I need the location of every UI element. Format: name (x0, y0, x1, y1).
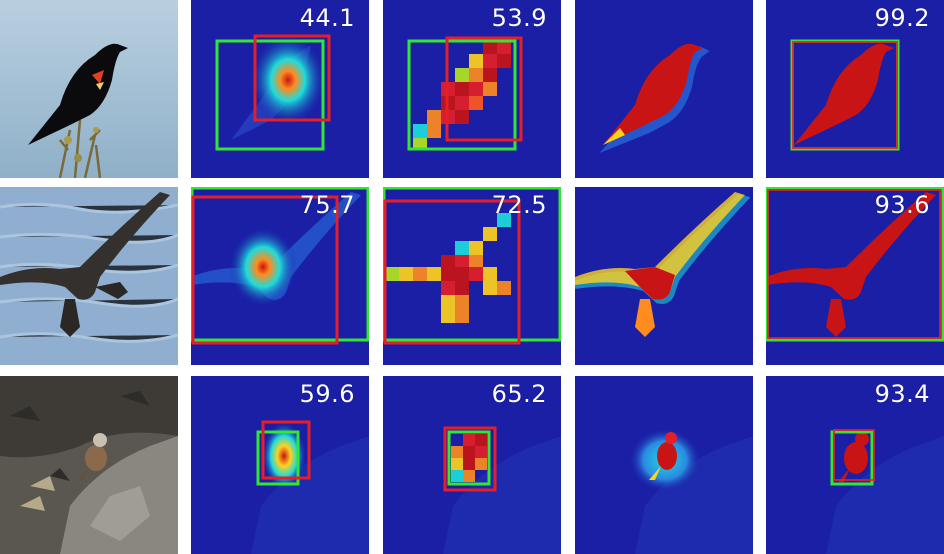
heatmap-cell-row3-method3 (575, 376, 753, 554)
heatmap-cell-row3-method1: 59.6 (191, 376, 369, 554)
heatmap-cell-row1-method1: 44.1 (191, 0, 369, 178)
heatmap-cell-row1-method2: 53.9 (383, 0, 561, 178)
heatmap-cell-row2-method1: 75.7 (191, 187, 369, 365)
predicted-box (767, 189, 941, 339)
heatmap-cell-row2-method2: 72.5 (383, 187, 561, 365)
input-photo-seabird (0, 187, 178, 365)
predicted-box (445, 36, 523, 142)
heatmap-cell-row3-method2: 65.2 (383, 376, 561, 554)
predicted-box (833, 429, 875, 481)
heatmap-cell-row1-method3 (575, 0, 753, 178)
ground-truth-box (830, 430, 874, 486)
predicted-box (443, 426, 497, 492)
score-label: 53.9 (491, 4, 547, 32)
score-label: 59.6 (299, 380, 355, 408)
input-photo-blackbird (0, 0, 178, 178)
heatmap-cell-row3-method4: 93.4 (766, 376, 944, 554)
ground-truth-box (215, 39, 325, 151)
predicted-box (191, 195, 339, 345)
predicted-box (261, 420, 311, 480)
predicted-box (792, 41, 898, 149)
ground-truth-box (447, 430, 491, 486)
score-label: 75.7 (299, 191, 355, 219)
score-label: 72.5 (491, 191, 547, 219)
heatmap-cell-row2-method3 (575, 187, 753, 365)
predicted-box (383, 199, 521, 345)
score-label: 65.2 (491, 380, 547, 408)
input-photo-finch (0, 376, 178, 554)
seabird-photo (0, 187, 178, 365)
ground-truth-box (256, 430, 300, 486)
ground-truth-box (407, 39, 517, 151)
finch-photo (0, 376, 178, 554)
heatmap-cell-row2-method4: 93.6 (766, 187, 944, 365)
predicted-box (253, 34, 331, 122)
score-label: 44.1 (299, 4, 355, 32)
score-label: 93.6 (874, 191, 930, 219)
score-label: 99.2 (874, 4, 930, 32)
blackbird-photo (0, 0, 178, 178)
heatmap-cell-row1-method4: 99.2 (766, 0, 944, 178)
score-label: 93.4 (874, 380, 930, 408)
